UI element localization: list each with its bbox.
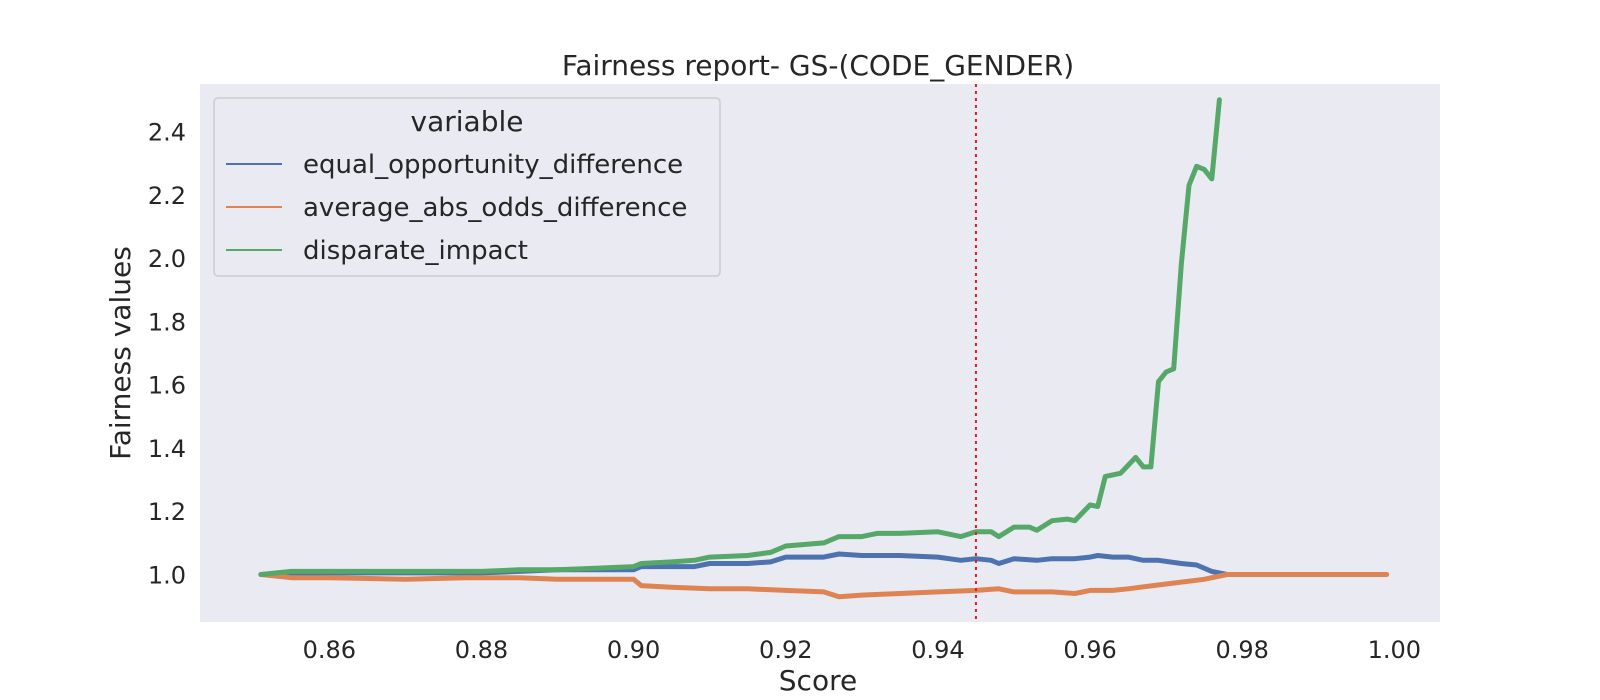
y-tick-label: 2.2	[148, 182, 186, 210]
legend-label: average_abs_odds_difference	[303, 193, 687, 223]
series-line-disparate-impact	[258, 97, 1222, 577]
y-tick-label: 1.4	[148, 435, 186, 463]
x-tick-label: 0.92	[759, 636, 812, 664]
series-line-average-abs-odds-difference	[258, 572, 1390, 600]
x-tick-label: 1.00	[1368, 636, 1421, 664]
x-tick-label: 0.98	[1215, 636, 1268, 664]
x-tick-label: 0.88	[455, 636, 508, 664]
legend-label: equal_opportunity_difference	[303, 150, 683, 180]
x-tick-label: 0.96	[1063, 636, 1116, 664]
legend-box	[213, 97, 721, 277]
y-axis-label: Fairness values	[104, 246, 137, 460]
y-tick-label: 2.0	[148, 245, 186, 273]
x-tick-label: 0.94	[911, 636, 964, 664]
x-tick-labels: 0.86 0.88 0.90 0.92 0.94 0.96 0.98 1.00	[303, 636, 1421, 664]
y-tick-label: 1.2	[148, 498, 186, 526]
chart-title: Fairness report- GS-(CODE_GENDER)	[562, 49, 1074, 82]
y-tick-label: 2.4	[148, 118, 186, 146]
x-tick-label: 0.90	[607, 636, 660, 664]
x-tick-label: 0.86	[303, 636, 356, 664]
legend-label: disparate_impact	[303, 236, 528, 266]
legend-title: variable	[411, 105, 524, 138]
series-layer	[258, 97, 1390, 600]
y-tick-label: 1.8	[148, 308, 186, 336]
y-tick-labels: 1.0 1.2 1.4 1.6 1.8 2.0 2.2 2.4	[148, 118, 186, 589]
y-tick-label: 1.0	[148, 562, 186, 590]
x-axis-label: Score	[779, 664, 857, 697]
y-tick-label: 1.6	[148, 372, 186, 400]
legend: variable equal_opportunity_differenceave…	[213, 97, 721, 277]
